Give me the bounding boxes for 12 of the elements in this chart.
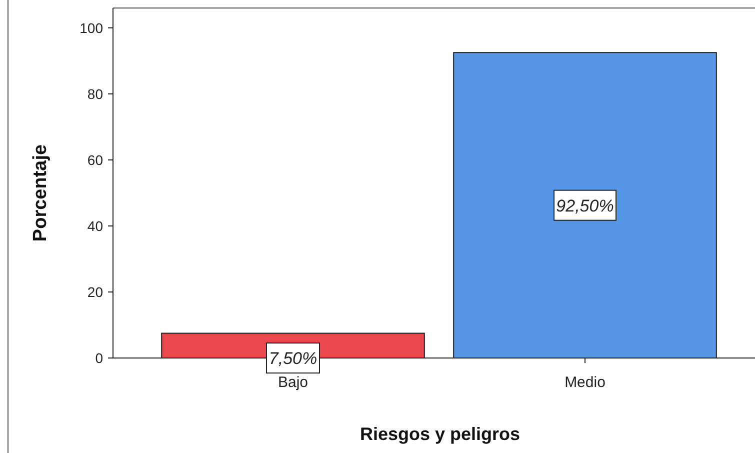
y-tick-label: 100 <box>80 20 104 36</box>
data-label: 7,50% <box>268 349 318 368</box>
y-tick-label: 40 <box>87 218 104 234</box>
y-tick-label: 80 <box>87 86 104 102</box>
data-label: 92,50% <box>556 196 614 216</box>
x-tick-label: Medio <box>564 374 606 391</box>
y-tick-label: 20 <box>87 284 104 300</box>
y-axis-title: Porcentaje <box>30 144 51 242</box>
y-tick-label: 60 <box>87 152 104 168</box>
x-tick-label: Bajo <box>278 374 308 391</box>
x-axis-title: Riesgos y peligros <box>360 424 520 444</box>
y-tick-label: 0 <box>95 350 104 366</box>
